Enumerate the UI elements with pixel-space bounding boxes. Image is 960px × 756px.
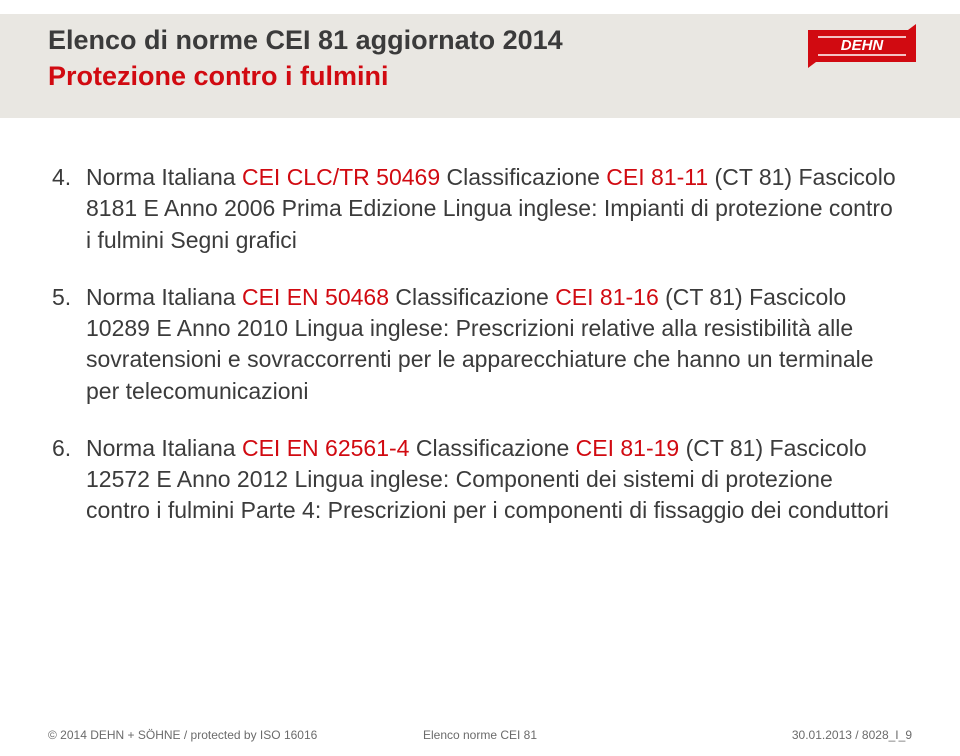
item-code-secondary: CEI 81-19 — [576, 435, 680, 461]
footer: © 2014 DEHN + SÖHNE / protected by ISO 1… — [0, 728, 960, 742]
item-code-secondary: CEI 81-16 — [555, 284, 659, 310]
page-title: Elenco di norme CEI 81 aggiornato 2014 — [48, 22, 563, 58]
item-code-primary: CEI EN 50468 — [242, 284, 389, 310]
item-code-primary: CEI EN 62561-4 — [242, 435, 409, 461]
item-lead: Norma Italiana — [86, 164, 242, 190]
item-number: 5. — [52, 282, 86, 407]
item-lead: Norma Italiana — [86, 284, 242, 310]
item-body: Norma Italiana CEI EN 62561-4 Classifica… — [86, 433, 900, 527]
footer-left: © 2014 DEHN + SÖHNE / protected by ISO 1… — [48, 728, 317, 742]
list-item: 4. Norma Italiana CEI CLC/TR 50469 Class… — [52, 162, 900, 256]
item-code-primary: CEI CLC/TR 50469 — [242, 164, 440, 190]
page-subtitle: Protezione contro i fulmini — [48, 58, 563, 94]
list-item: 6. Norma Italiana CEI EN 62561-4 Classif… — [52, 433, 900, 527]
item-mid: Classificazione — [389, 284, 555, 310]
item-body: Norma Italiana CEI EN 50468 Classificazi… — [86, 282, 900, 407]
item-number: 6. — [52, 433, 86, 527]
item-number: 4. — [52, 162, 86, 256]
footer-right: 30.01.2013 / 8028_I_9 — [792, 728, 912, 742]
item-mid: Classificazione — [409, 435, 575, 461]
logo-text: DEHN — [841, 37, 885, 54]
item-mid: Classificazione — [440, 164, 606, 190]
header-block: Elenco di norme CEI 81 aggiornato 2014 P… — [48, 22, 563, 95]
item-lead: Norma Italiana — [86, 435, 242, 461]
content-area: 4. Norma Italiana CEI CLC/TR 50469 Class… — [52, 162, 900, 553]
item-code-secondary: CEI 81-11 — [606, 164, 708, 190]
item-body: Norma Italiana CEI CLC/TR 50469 Classifi… — [86, 162, 900, 256]
footer-center: Elenco norme CEI 81 — [423, 728, 537, 742]
list-item: 5. Norma Italiana CEI EN 50468 Classific… — [52, 282, 900, 407]
dehn-logo: DEHN — [808, 24, 916, 68]
